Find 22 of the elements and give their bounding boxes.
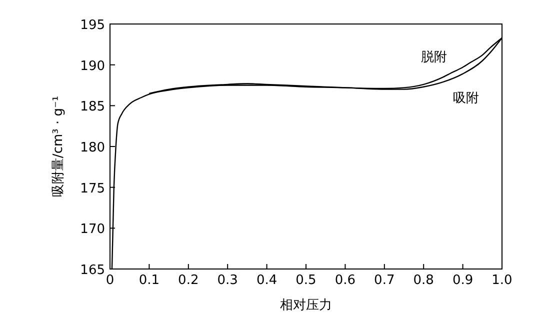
y-tick-label: 180 [80, 140, 105, 156]
x-tick-label: 0.5 [296, 273, 316, 288]
x-tick-label: 0.7 [374, 273, 395, 288]
x-tick-label: 0.6 [334, 273, 356, 288]
x-axis-title: 相对压力 [280, 298, 332, 313]
y-axis-title: 吸附量/cm³ · g⁻¹ [51, 96, 66, 198]
y-tick-label: 195 [80, 18, 105, 33]
y-tick-label: 170 [80, 222, 105, 238]
y-tick-label: 190 [80, 58, 105, 74]
x-tick-label: 0.2 [178, 273, 199, 288]
series-label: 脱附 [421, 50, 448, 65]
x-tick-label: 0.1 [138, 273, 160, 288]
x-tick-label: 0.8 [413, 273, 434, 288]
x-tick-label: 0.3 [217, 273, 238, 288]
y-tick-label: 185 [80, 100, 105, 115]
x-tick-label: 0.9 [452, 273, 474, 288]
x-tick-label: 1.0 [492, 273, 512, 288]
y-tick-label: 175 [80, 181, 105, 196]
series-label: 吸附 [452, 90, 479, 106]
x-tick-label: 0 [106, 273, 114, 288]
y-tick-label: 165 [80, 263, 105, 278]
x-tick-label: 0.4 [256, 273, 278, 288]
